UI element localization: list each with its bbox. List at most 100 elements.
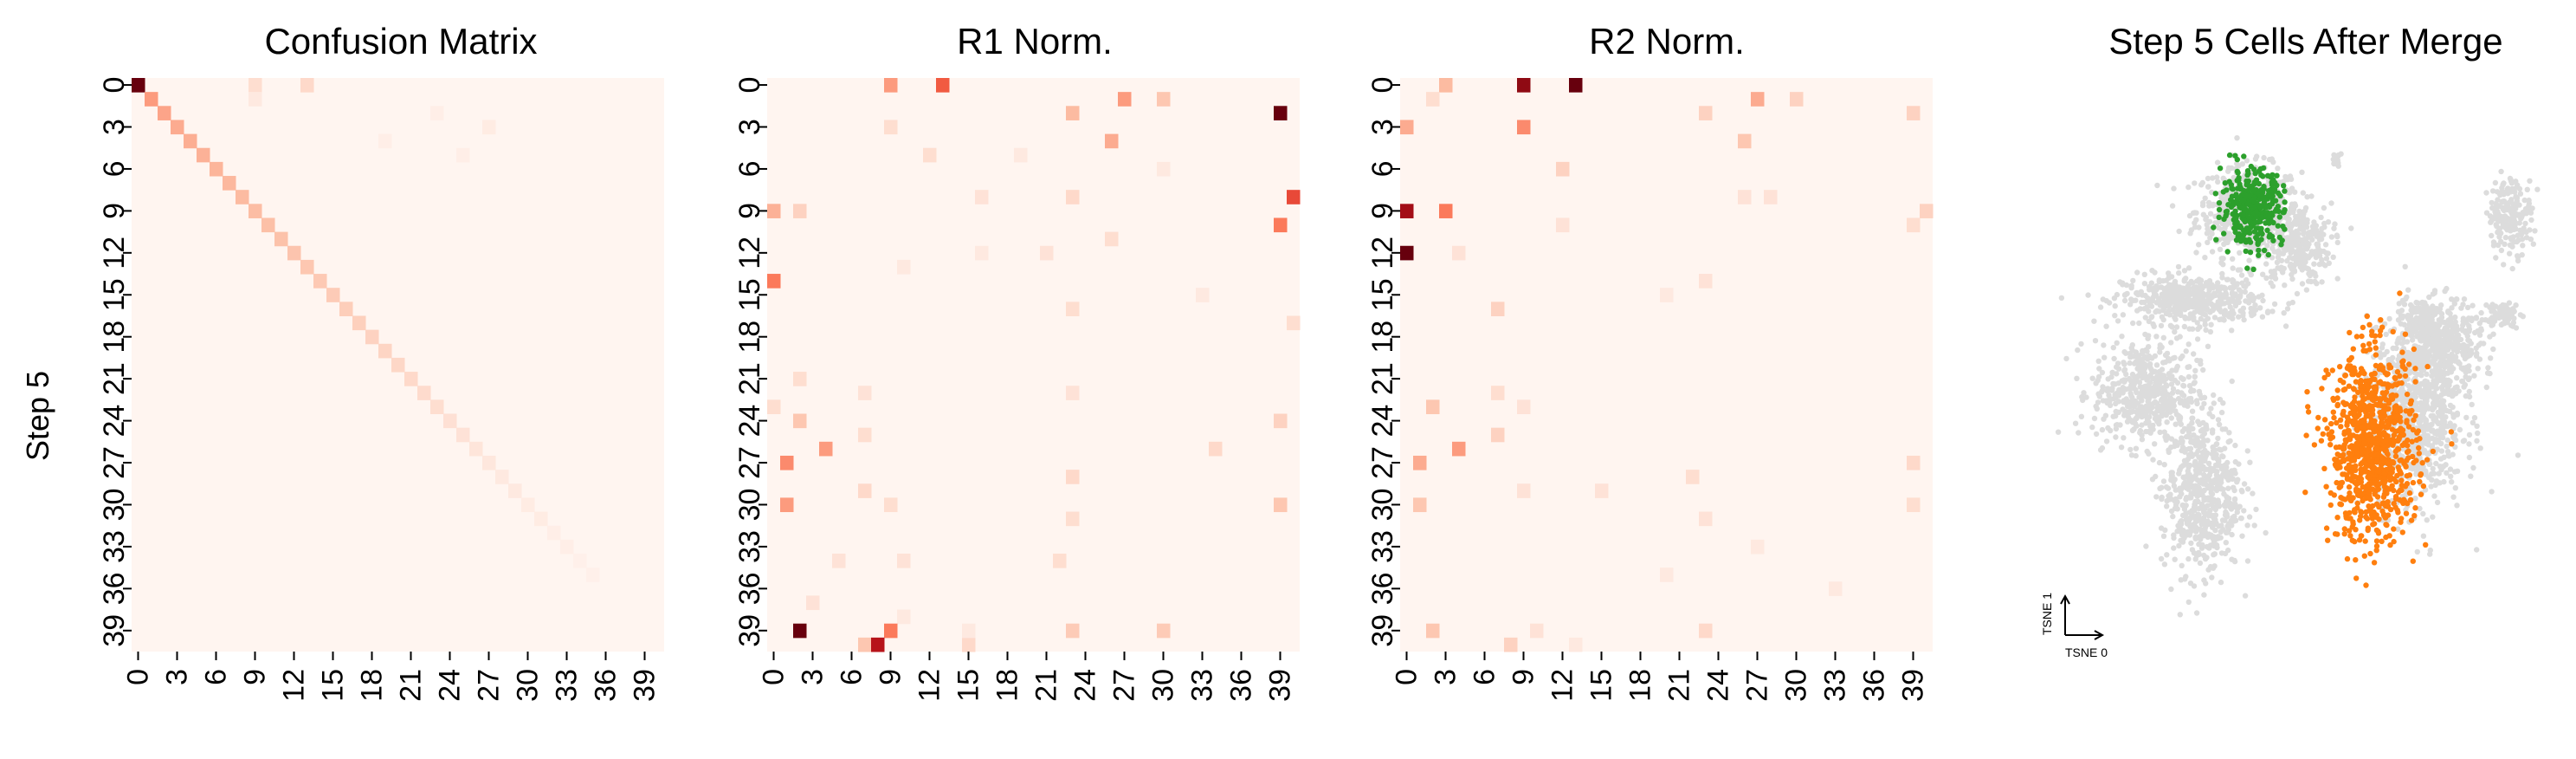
background-point <box>2159 484 2165 490</box>
background-point <box>2196 454 2202 460</box>
background-point <box>2193 610 2200 616</box>
background-point <box>2448 369 2455 375</box>
background-point <box>2513 205 2519 211</box>
background-point <box>2122 350 2129 356</box>
background-point <box>2508 189 2514 195</box>
background-point <box>2168 477 2174 483</box>
background-point <box>2160 533 2167 539</box>
background-point <box>2420 533 2427 539</box>
background-point <box>2288 250 2294 256</box>
background-point <box>2459 349 2466 355</box>
background-point <box>2248 309 2254 316</box>
background-point <box>2079 393 2085 400</box>
background-point <box>2429 373 2435 380</box>
background-point <box>2185 403 2191 409</box>
background-point <box>2451 329 2457 335</box>
highlighted-point <box>2282 199 2288 205</box>
x-tick-label: 6 <box>1469 669 1501 685</box>
background-point <box>2224 276 2231 282</box>
background-point <box>2105 425 2111 431</box>
background-point <box>2454 348 2460 354</box>
heatmap-cell <box>819 441 833 457</box>
background-point <box>2534 186 2540 192</box>
background-point <box>2521 197 2528 204</box>
background-point <box>2433 386 2439 392</box>
background-point <box>2237 250 2243 256</box>
background-point <box>2182 479 2188 485</box>
background-point <box>2466 388 2472 395</box>
background-point <box>2426 425 2433 432</box>
background-point <box>2447 379 2453 385</box>
background-point <box>2280 178 2287 185</box>
background-point <box>2194 320 2200 326</box>
background-point <box>2156 421 2162 427</box>
background-point <box>2211 400 2217 406</box>
highlighted-point <box>2418 491 2424 497</box>
highlighted-point <box>2230 186 2236 192</box>
heatmap-cell <box>300 78 314 93</box>
background-point <box>2493 214 2500 221</box>
heatmap-cell <box>1209 441 1223 457</box>
highlighted-point <box>2403 510 2410 516</box>
highlighted-point <box>2256 247 2262 254</box>
x-tick-label: 27 <box>473 669 506 702</box>
background-point <box>2438 302 2444 308</box>
background-point <box>2241 316 2247 323</box>
background-point <box>2229 556 2235 562</box>
y-tick-label: 24 <box>733 405 766 438</box>
heatmap-cell <box>482 455 496 470</box>
background-point <box>2420 410 2426 417</box>
background-point <box>2225 485 2231 491</box>
background-point <box>2315 243 2321 250</box>
background-point <box>2220 262 2226 268</box>
background-point <box>2121 361 2127 367</box>
background-point <box>2168 508 2175 515</box>
background-point <box>2143 428 2149 435</box>
highlighted-point <box>2244 188 2250 194</box>
background-point <box>2152 399 2159 405</box>
background-point <box>2188 540 2194 547</box>
heatmap-background <box>767 78 1300 652</box>
background-point <box>2449 479 2455 485</box>
background-point <box>2418 390 2425 396</box>
y-tick-label: 6 <box>98 160 131 177</box>
x-tick-label: 33 <box>551 669 584 702</box>
background-point <box>2423 470 2429 476</box>
highlighted-point <box>2248 163 2254 170</box>
background-point <box>2419 299 2425 306</box>
background-point <box>2200 533 2207 539</box>
background-point <box>2334 239 2340 246</box>
background-point <box>2452 431 2458 438</box>
background-point <box>2269 308 2276 315</box>
background-point <box>2431 398 2437 405</box>
r1-norm-title: R1 Norm. <box>957 21 1113 62</box>
background-point <box>2504 320 2510 326</box>
background-point <box>2517 191 2524 197</box>
background-point <box>2454 468 2461 474</box>
background-point <box>2096 366 2102 372</box>
background-point <box>2211 201 2217 208</box>
background-point <box>2141 361 2148 367</box>
heatmap-cell <box>378 343 392 359</box>
background-point <box>2214 174 2220 180</box>
background-point <box>2230 295 2236 301</box>
highlighted-point <box>2228 182 2235 188</box>
background-point <box>2513 193 2519 200</box>
heatmap-cell <box>365 329 379 345</box>
background-point <box>2264 309 2271 315</box>
heatmap-cell <box>1738 190 1752 204</box>
background-point <box>2431 354 2438 360</box>
heatmap-cell <box>793 372 807 386</box>
background-point <box>2181 278 2187 284</box>
highlighted-point <box>2251 179 2257 185</box>
background-point <box>2214 456 2220 462</box>
y-tick-label: 6 <box>733 160 766 177</box>
highlighted-point <box>2211 224 2217 230</box>
background-point <box>2477 341 2484 347</box>
heatmap-cell <box>274 231 288 247</box>
background-point <box>2463 328 2469 334</box>
background-point <box>2275 254 2282 261</box>
background-point <box>2110 345 2116 351</box>
background-point <box>2469 419 2476 425</box>
